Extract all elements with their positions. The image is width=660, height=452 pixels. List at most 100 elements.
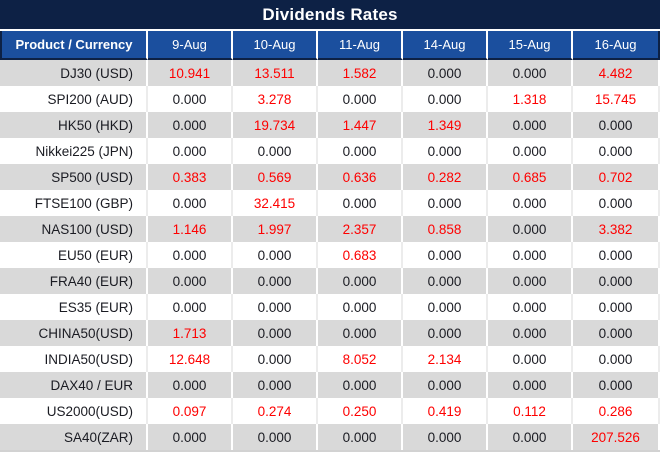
- value-cell: 19.734: [233, 112, 318, 138]
- table-row: EU50 (EUR) 0.000 0.000 0.683 0.000 0.000 0.000: [0, 242, 660, 268]
- product-cell: SA40(ZAR): [0, 424, 148, 450]
- value-cell: 0.000: [573, 112, 660, 138]
- value-cell: 0.000: [233, 242, 318, 268]
- dividends-rates-table: Product / Currency 9-Aug 10-Aug 11-Aug 14-A…: [0, 31, 660, 450]
- value-cell: 0.097: [148, 398, 233, 424]
- value-cell: 8.052: [318, 346, 403, 372]
- value-cell: 0.000: [318, 190, 403, 216]
- value-cell: 0.000: [403, 190, 488, 216]
- value-cell: 4.482: [573, 60, 660, 86]
- value-cell: 0.685: [488, 164, 573, 190]
- value-cell: 0.000: [573, 190, 660, 216]
- column-header-date: 14-Aug: [403, 31, 488, 60]
- product-cell: US2000(USD): [0, 398, 148, 424]
- product-cell: FRA40 (EUR): [0, 268, 148, 294]
- value-cell: 0.274: [233, 398, 318, 424]
- value-cell: 0.419: [403, 398, 488, 424]
- value-cell: 0.000: [148, 424, 233, 450]
- value-cell: 12.648: [148, 346, 233, 372]
- column-header-date: 11-Aug: [318, 31, 403, 60]
- value-cell: 0.000: [233, 268, 318, 294]
- value-cell: 0.000: [488, 216, 573, 242]
- value-cell: 10.941: [148, 60, 233, 86]
- value-cell: 0.000: [403, 424, 488, 450]
- value-cell: 0.000: [318, 138, 403, 164]
- value-cell: 0.702: [573, 164, 660, 190]
- table-row: FTSE100 (GBP) 0.000 32.415 0.000 0.000 0.000 0…: [0, 190, 660, 216]
- column-header-product-currency: Product / Currency: [0, 31, 148, 60]
- value-cell: 0.000: [573, 242, 660, 268]
- value-cell: 0.000: [148, 190, 233, 216]
- column-header-date: 10-Aug: [233, 31, 318, 60]
- table-row: ES35 (EUR) 0.000 0.000 0.000 0.000 0.000 0.000: [0, 294, 660, 320]
- product-cell: SP500 (USD): [0, 164, 148, 190]
- value-cell: 0.858: [403, 216, 488, 242]
- value-cell: 0.000: [573, 346, 660, 372]
- column-header-date: 15-Aug: [488, 31, 573, 60]
- value-cell: 0.000: [233, 320, 318, 346]
- value-cell: 0.000: [403, 294, 488, 320]
- table-body: DJ30 (USD) 10.941 13.511 1.582 0.000 0.000 4.4…: [0, 60, 660, 450]
- value-cell: 1.146: [148, 216, 233, 242]
- value-cell: 0.000: [403, 320, 488, 346]
- value-cell: 0.000: [488, 138, 573, 164]
- value-cell: 3.278: [233, 86, 318, 112]
- value-cell: 0.000: [403, 242, 488, 268]
- product-cell: EU50 (EUR): [0, 242, 148, 268]
- value-cell: 0.286: [573, 398, 660, 424]
- product-cell: NAS100 (USD): [0, 216, 148, 242]
- value-cell: 13.511: [233, 60, 318, 86]
- value-cell: 0.000: [403, 372, 488, 398]
- table-row: SA40(ZAR) 0.000 0.000 0.000 0.000 0.000 207.52…: [0, 424, 660, 450]
- value-cell: 0.000: [488, 190, 573, 216]
- column-header-date: 9-Aug: [148, 31, 233, 60]
- table-row: NAS100 (USD) 1.146 1.997 2.357 0.858 0.000 3.3…: [0, 216, 660, 242]
- value-cell: 0.000: [573, 268, 660, 294]
- value-cell: 0.000: [148, 268, 233, 294]
- value-cell: 0.112: [488, 398, 573, 424]
- value-cell: 15.745: [573, 86, 660, 112]
- value-cell: 2.134: [403, 346, 488, 372]
- value-cell: 1.349: [403, 112, 488, 138]
- table-row: SP500 (USD) 0.383 0.569 0.636 0.282 0.685 0.70…: [0, 164, 660, 190]
- value-cell: 0.000: [233, 138, 318, 164]
- value-cell: 0.000: [488, 112, 573, 138]
- value-cell: 0.000: [318, 320, 403, 346]
- value-cell: 0.000: [488, 320, 573, 346]
- value-cell: 0.000: [403, 268, 488, 294]
- value-cell: 0.000: [148, 112, 233, 138]
- value-cell: 0.000: [233, 424, 318, 450]
- value-cell: 0.000: [573, 320, 660, 346]
- value-cell: 0.282: [403, 164, 488, 190]
- value-cell: 0.000: [573, 372, 660, 398]
- product-cell: Nikkei225 (JPN): [0, 138, 148, 164]
- value-cell: 0.000: [403, 138, 488, 164]
- table-row: DJ30 (USD) 10.941 13.511 1.582 0.000 0.000 4.4…: [0, 60, 660, 86]
- table-row: US2000(USD) 0.097 0.274 0.250 0.419 0.112 0.28…: [0, 398, 660, 424]
- value-cell: 0.383: [148, 164, 233, 190]
- value-cell: 0.000: [488, 424, 573, 450]
- value-cell: 1.582: [318, 60, 403, 86]
- product-cell: ES35 (EUR): [0, 294, 148, 320]
- value-cell: 0.000: [488, 346, 573, 372]
- product-cell: FTSE100 (GBP): [0, 190, 148, 216]
- value-cell: 0.000: [403, 86, 488, 112]
- bottom-background-strip: [0, 450, 660, 452]
- value-cell: 3.382: [573, 216, 660, 242]
- value-cell: 0.000: [318, 268, 403, 294]
- product-cell: DAX40 / EUR: [0, 372, 148, 398]
- table-row: FRA40 (EUR) 0.000 0.000 0.000 0.000 0.000 0.00…: [0, 268, 660, 294]
- value-cell: 0.000: [318, 424, 403, 450]
- value-cell: 0.000: [233, 346, 318, 372]
- value-cell: 0.000: [488, 268, 573, 294]
- value-cell: 0.000: [488, 372, 573, 398]
- table-row: HK50 (HKD) 0.000 19.734 1.447 1.349 0.000 0.00…: [0, 112, 660, 138]
- value-cell: 0.000: [573, 294, 660, 320]
- table-row: Nikkei225 (JPN) 0.000 0.000 0.000 0.000 0.000…: [0, 138, 660, 164]
- value-cell: 0.000: [148, 138, 233, 164]
- value-cell: 0.000: [403, 60, 488, 86]
- product-cell: HK50 (HKD): [0, 112, 148, 138]
- value-cell: 0.000: [488, 242, 573, 268]
- value-cell: 0.000: [148, 86, 233, 112]
